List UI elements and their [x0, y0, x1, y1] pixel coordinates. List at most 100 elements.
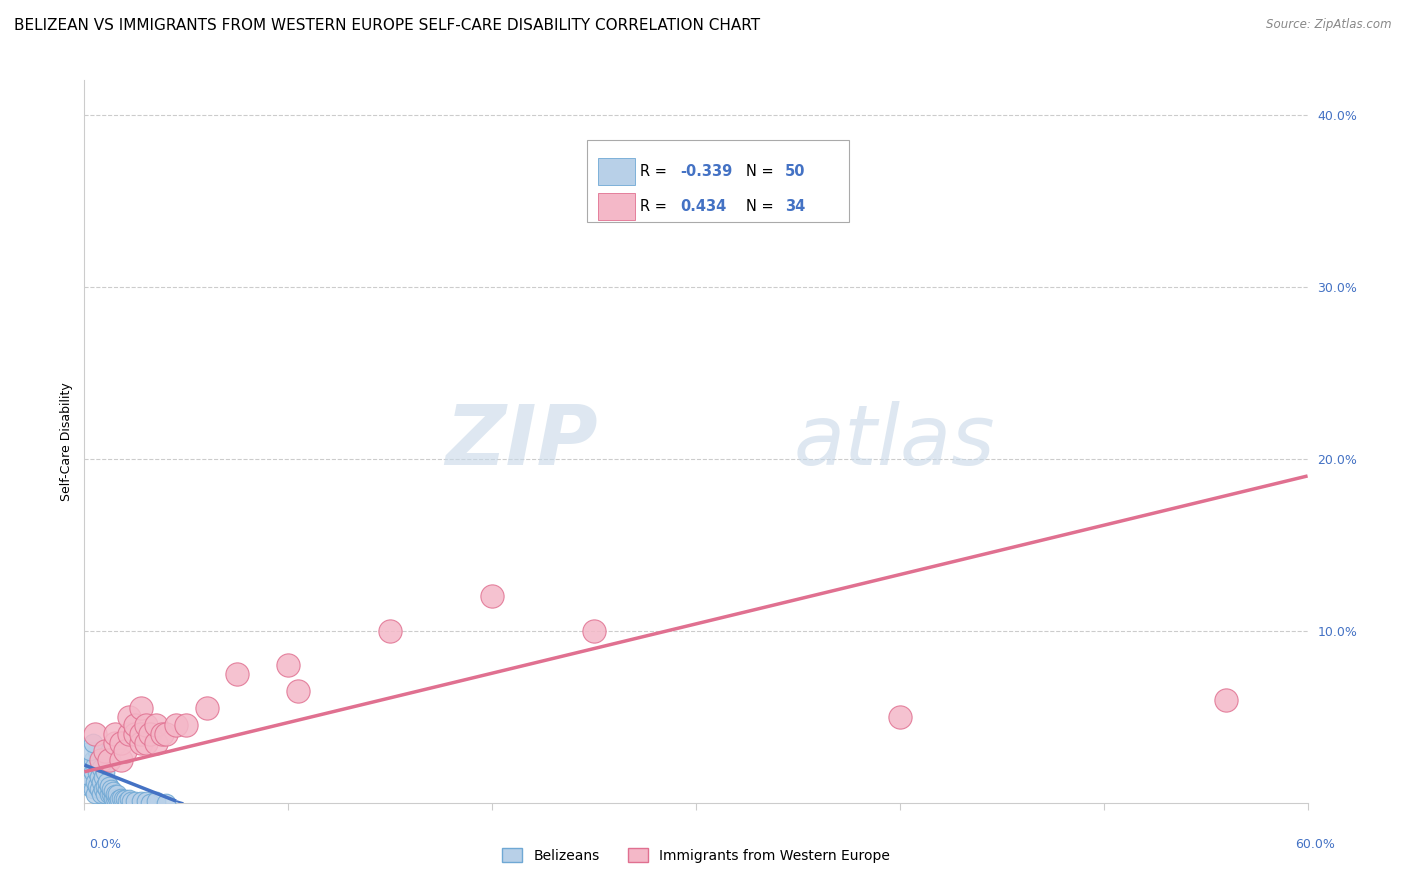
Point	[93, 744, 115, 758]
Point	[135, 718, 157, 732]
Point	[97, 753, 120, 767]
Point	[79, 770, 101, 784]
Point	[150, 727, 173, 741]
Point	[135, 794, 157, 808]
Point	[226, 666, 249, 681]
Text: R =: R =	[641, 199, 672, 214]
Point	[889, 710, 911, 724]
Point	[86, 764, 108, 779]
Point	[90, 761, 112, 775]
Point	[101, 784, 124, 798]
Point	[90, 775, 112, 789]
Point	[101, 790, 124, 805]
Text: Source: ZipAtlas.com: Source: ZipAtlas.com	[1267, 18, 1392, 31]
Point	[131, 794, 153, 808]
Point	[1215, 692, 1237, 706]
Point	[380, 624, 402, 638]
Point	[112, 792, 135, 806]
Point	[138, 796, 160, 810]
Point	[114, 792, 136, 806]
Text: atlas: atlas	[794, 401, 995, 482]
Point	[124, 727, 146, 741]
Point	[118, 710, 141, 724]
Point	[97, 787, 120, 801]
Point	[155, 727, 177, 741]
Point	[100, 782, 122, 797]
Point	[115, 794, 138, 808]
Text: 0.434: 0.434	[681, 199, 725, 214]
Point	[138, 727, 160, 741]
Text: 50: 50	[786, 164, 806, 179]
Point	[83, 758, 105, 772]
Point	[287, 684, 309, 698]
Text: ZIP: ZIP	[446, 401, 598, 482]
Text: -0.339: -0.339	[681, 164, 733, 179]
Point	[174, 718, 197, 732]
Point	[79, 744, 101, 758]
Legend: Belizeans, Immigrants from Western Europe: Belizeans, Immigrants from Western Europ…	[496, 842, 896, 868]
Point	[118, 727, 141, 741]
Point	[91, 770, 114, 784]
Point	[82, 764, 104, 779]
Point	[195, 701, 218, 715]
Point	[87, 770, 110, 784]
Point	[104, 727, 127, 741]
Point	[165, 718, 187, 732]
Point	[583, 624, 606, 638]
Point	[110, 790, 132, 805]
Point	[82, 735, 104, 749]
Point	[93, 787, 115, 801]
Point	[97, 779, 120, 793]
Point	[124, 794, 146, 808]
Text: 0.0%: 0.0%	[90, 838, 121, 852]
Point	[104, 735, 127, 749]
Point	[131, 727, 153, 741]
Point	[145, 735, 167, 749]
Point	[104, 787, 127, 801]
Point	[93, 779, 115, 793]
Point	[105, 790, 128, 805]
Text: N =: N =	[747, 199, 778, 214]
Point	[77, 779, 100, 793]
Y-axis label: Self-Care Disability: Self-Care Disability	[59, 382, 73, 501]
Point	[96, 782, 118, 797]
Point	[86, 779, 108, 793]
Point	[83, 727, 105, 741]
Point	[114, 744, 136, 758]
Point	[82, 753, 104, 767]
Point	[79, 761, 101, 775]
Point	[87, 753, 110, 767]
Point	[104, 790, 127, 805]
Point	[90, 787, 112, 801]
Point	[118, 792, 141, 806]
Point	[110, 735, 132, 749]
Point	[87, 782, 110, 797]
Point	[481, 590, 503, 604]
Text: R =: R =	[641, 164, 672, 179]
Text: 34: 34	[786, 199, 806, 214]
Text: N =: N =	[747, 164, 778, 179]
Point	[277, 658, 299, 673]
Point	[93, 764, 115, 779]
Point	[124, 718, 146, 732]
Point	[83, 787, 105, 801]
Point	[105, 787, 128, 801]
Point	[86, 744, 108, 758]
Point	[120, 794, 142, 808]
Point	[91, 782, 114, 797]
Point	[145, 794, 167, 808]
Point	[131, 735, 153, 749]
Point	[83, 775, 105, 789]
Point	[155, 796, 177, 810]
Point	[110, 753, 132, 767]
Point	[96, 775, 118, 789]
Point	[100, 787, 122, 801]
Text: 60.0%: 60.0%	[1295, 838, 1334, 852]
Text: BELIZEAN VS IMMIGRANTS FROM WESTERN EUROPE SELF-CARE DISABILITY CORRELATION CHAR: BELIZEAN VS IMMIGRANTS FROM WESTERN EURO…	[14, 18, 761, 33]
Point	[145, 718, 167, 732]
Point	[82, 782, 104, 797]
Point	[90, 753, 112, 767]
Point	[108, 792, 131, 806]
Point	[131, 701, 153, 715]
Point	[135, 735, 157, 749]
